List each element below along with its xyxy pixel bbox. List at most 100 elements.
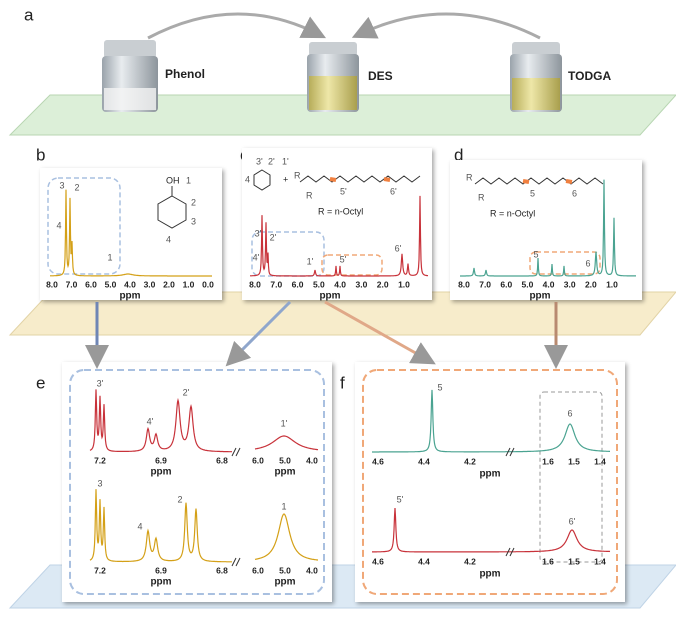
peak-label: 3' [97, 378, 104, 388]
x-tick-label: 1.5 [568, 556, 580, 566]
x-tick-label: 7.0 [66, 279, 78, 289]
position: 6 [572, 188, 577, 198]
x-tick-label: 1.0 [398, 279, 410, 289]
panel-label: d [454, 145, 463, 164]
axis-label: ppm [274, 577, 295, 588]
r-definition: R = n-Octyl [490, 208, 535, 218]
position: 6' [390, 186, 397, 196]
axis-label: ppm [119, 291, 140, 302]
arrow [351, 12, 541, 40]
spectrum [372, 507, 611, 553]
r: R [466, 172, 473, 182]
peak-label: 2' [183, 387, 190, 397]
x-tick-label: 4.2 [464, 456, 476, 466]
r-definition: R = n-Octyl [318, 206, 363, 216]
oh: OH [166, 175, 180, 185]
x-tick-label: 4.0 [306, 455, 318, 465]
x-tick-label: 6.0 [252, 565, 264, 575]
peak-label: 6 [585, 258, 590, 268]
vial [102, 40, 158, 112]
chain-highlight [329, 177, 391, 182]
peak-label: 3 [97, 478, 102, 488]
x-tick-label: 6.9 [155, 565, 167, 575]
dashed-frame [362, 369, 618, 595]
x-tick-label: 7.2 [94, 565, 106, 575]
highlight [539, 391, 603, 563]
panel-box [62, 362, 332, 602]
axis-label: ppm [150, 467, 171, 478]
position: 5' [340, 186, 347, 196]
x-tick-label: 1.0 [606, 279, 618, 289]
panel-box [242, 148, 432, 300]
peak-label: 4' [253, 252, 260, 262]
peak-label: 1' [281, 418, 288, 428]
dashed-frame [69, 369, 325, 595]
x-tick-label: 6.0 [500, 279, 512, 289]
peak-label: 3 [59, 180, 64, 190]
x-tick-label: 4.4 [418, 456, 430, 466]
r: R [478, 192, 485, 202]
x-tick-label: 8.0 [458, 279, 470, 289]
peak-label: 2 [74, 182, 79, 192]
x-tick-label: 4.4 [418, 556, 430, 566]
axis-break [231, 557, 241, 567]
panel-label: b [36, 145, 45, 164]
x-tick-label: 4.0 [334, 279, 346, 289]
x-tick-label: 6.0 [85, 279, 97, 289]
phenol-ring [157, 195, 187, 229]
r: R [294, 170, 301, 180]
arrow [147, 12, 327, 40]
x-tick-label: 5.0 [105, 279, 117, 289]
peak-label: 5' [397, 494, 404, 504]
panel-label: a [24, 5, 34, 24]
vial [510, 42, 562, 112]
spectrum [372, 389, 610, 453]
x-tick-label: 8.0 [46, 279, 58, 289]
peak-label: 5 [437, 382, 442, 392]
position: 3 [191, 216, 196, 226]
spectrum [254, 513, 318, 561]
x-tick-label: 6.0 [252, 455, 264, 465]
x-tick-label: 1.5 [568, 456, 580, 466]
vial [307, 42, 359, 112]
x-tick-label: 5.0 [313, 279, 325, 289]
peak-label: 1 [107, 252, 112, 262]
chain-highlight [522, 179, 573, 184]
peak-label: 1' [307, 256, 314, 266]
x-tick-label: 6.0 [292, 279, 304, 289]
peak-label: 1 [281, 501, 286, 511]
x-tick-label: 1.6 [542, 456, 554, 466]
x-tick-label: 5.0 [279, 455, 291, 465]
position: 2 [191, 197, 196, 207]
axis-label: ppm [150, 577, 171, 588]
x-tick-label: 2.0 [585, 279, 597, 289]
x-tick-label: 1.0 [183, 279, 195, 289]
spectrum [250, 195, 429, 277]
axis-label: ppm [529, 291, 550, 302]
panel-box [450, 160, 642, 300]
x-tick-label: 1.4 [594, 556, 606, 566]
axis-label: ppm [319, 291, 340, 302]
position: 1' [282, 156, 289, 166]
axis-break [231, 447, 241, 457]
highlight [321, 254, 383, 276]
x-tick-label: 4.0 [124, 279, 136, 289]
x-tick-label: 4.0 [306, 565, 318, 575]
x-tick-label: 3.0 [564, 279, 576, 289]
x-tick-label: 3.0 [356, 279, 368, 289]
axis-break [505, 547, 515, 557]
vial-label: TODGA [568, 69, 611, 83]
peak-label: 6 [567, 408, 572, 418]
x-tick-label: 6.9 [155, 455, 167, 465]
x-tick-label: 5.0 [279, 565, 291, 575]
highlight [47, 177, 121, 275]
x-tick-label: 6.8 [216, 565, 228, 575]
spectrum [89, 489, 232, 563]
peak-label: 5 [533, 249, 538, 259]
x-tick-label: 5.0 [522, 279, 534, 289]
spectrum [460, 179, 636, 277]
x-tick-label: 7.0 [270, 279, 282, 289]
vial-label: Phenol [165, 67, 205, 81]
spectrum [89, 389, 232, 453]
